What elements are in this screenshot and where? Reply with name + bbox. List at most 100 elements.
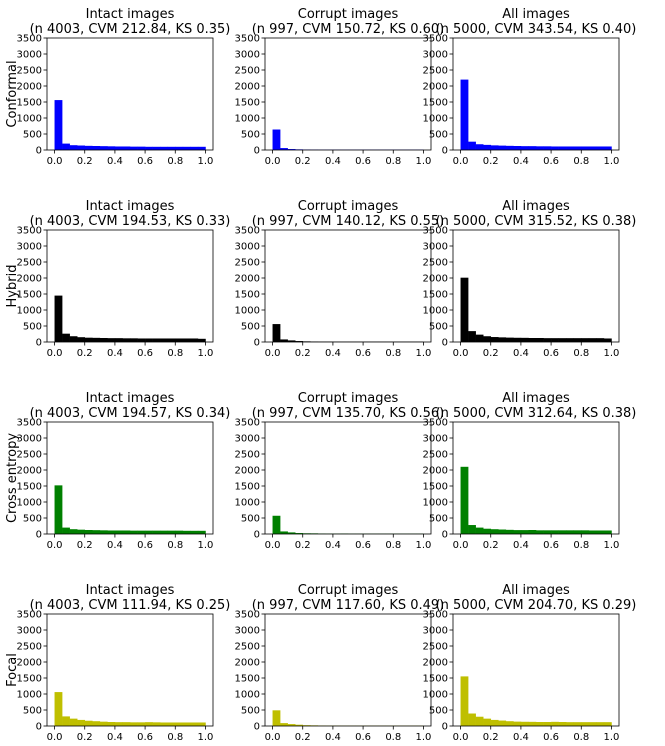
y-tick-label: 2500 [17, 258, 42, 269]
histogram-bar [54, 100, 63, 150]
y-tick-label: 0 [36, 338, 42, 349]
y-tick-label: 1000 [17, 690, 42, 701]
y-tick-label: 500 [23, 130, 42, 141]
histogram-bar [295, 341, 304, 342]
histogram-bar [272, 515, 281, 534]
histogram-bar [528, 530, 537, 534]
y-tick-label: 2000 [17, 466, 42, 477]
histogram-bar [92, 337, 101, 342]
x-tick-label: 0.4 [325, 348, 341, 359]
histogram-bar [573, 722, 582, 726]
histogram-bar [122, 530, 131, 534]
x-tick-label: 0.2 [483, 348, 499, 359]
histogram-bar [272, 324, 281, 342]
y-tick-label: 500 [241, 322, 260, 333]
histogram-bar [137, 338, 146, 342]
histogram-bar [483, 528, 492, 534]
y-tick-label: 1500 [235, 674, 260, 685]
x-tick-label: 0.4 [513, 540, 529, 551]
histogram-bar [520, 337, 529, 342]
histogram-bar [468, 141, 476, 150]
histogram-bar [167, 146, 176, 150]
histogram-bar [152, 338, 161, 342]
y-tick-label: 0 [442, 338, 448, 349]
axes-frame [452, 37, 620, 151]
histogram-bar [581, 338, 590, 342]
y-tick-label: 500 [429, 130, 448, 141]
histogram-bar [145, 722, 153, 726]
y-tick-label: 3500 [17, 610, 42, 621]
y-tick-label: 2000 [423, 274, 448, 285]
histogram-bar [152, 146, 161, 150]
x-tick-label: 0.8 [573, 348, 589, 359]
histogram-bar [498, 529, 507, 534]
y-tick-label: 500 [23, 706, 42, 717]
histogram-bar [566, 722, 575, 726]
y-tick-label: 3500 [17, 226, 42, 237]
histogram-bar [588, 530, 597, 534]
y-tick-label: 0 [36, 530, 42, 541]
histogram-bar [498, 337, 507, 342]
y-tick-label: 1500 [17, 674, 42, 685]
y-tick-label: 3500 [235, 418, 260, 429]
histogram-bar [573, 146, 582, 150]
y-tick-label: 3500 [17, 418, 42, 429]
x-tick-label: 0.8 [573, 540, 589, 551]
x-tick-label: 0.2 [483, 156, 499, 167]
y-tick-label: 2500 [423, 258, 448, 269]
y-tick-label: 2000 [423, 658, 448, 669]
x-tick-label: 0.0 [265, 348, 281, 359]
histogram-bar [175, 146, 184, 150]
y-tick-label: 1000 [423, 306, 448, 317]
histogram-bar [145, 338, 153, 342]
histogram-bar [145, 530, 153, 534]
y-tick-label: 500 [241, 514, 260, 525]
x-tick-label: 0.2 [295, 348, 311, 359]
x-tick-label: 0.8 [385, 732, 401, 743]
y-tick-label: 2500 [423, 642, 448, 653]
y-tick-label: 3500 [235, 226, 260, 237]
x-tick-label: 0.0 [47, 156, 63, 167]
subplot-stats: (n 5000, CVM 204.70, KS 0.29) [436, 598, 637, 613]
y-tick-label: 3000 [235, 434, 260, 445]
x-tick-label: 0.2 [77, 540, 93, 551]
histogram-bar [551, 530, 559, 534]
histogram-bar [581, 530, 590, 534]
y-tick-label: 0 [36, 722, 42, 733]
y-tick-label: 3500 [235, 34, 260, 45]
x-tick-label: 0.8 [573, 156, 589, 167]
y-tick-label: 1000 [423, 498, 448, 509]
histogram-bar [528, 721, 537, 726]
subplot: 0 500 1000 1500 2000 2500 3000 3500 0.0 0.2 0.4 0.6… [235, 583, 445, 743]
y-tick-label: 500 [241, 706, 260, 717]
y-tick-label: 2000 [17, 274, 42, 285]
histogram-bar [62, 527, 70, 534]
y-tick-label: 2500 [235, 642, 260, 653]
histogram-bar [287, 532, 296, 534]
subplot: 0 500 1000 1500 2000 2500 3000 3500 0.0 0.2 0.4 0.6… [5, 583, 230, 743]
x-tick-label: 1.0 [198, 732, 214, 743]
x-tick-label: 0.6 [137, 348, 153, 359]
y-tick-label: 1500 [17, 98, 42, 109]
x-tick-label: 0.6 [355, 732, 371, 743]
histogram-bar [182, 722, 191, 726]
x-tick-label: 0.2 [77, 348, 93, 359]
histogram-bar [145, 146, 153, 150]
subplot-stats: (n 997, CVM 140.12, KS 0.55) [252, 214, 445, 229]
x-tick-label: 0.0 [47, 348, 63, 359]
histogram-bar [114, 722, 123, 726]
histogram-bar [137, 146, 146, 150]
histogram-bar [130, 146, 138, 150]
x-tick-label: 1.0 [198, 540, 214, 551]
y-tick-label: 1500 [235, 482, 260, 493]
histogram-bar [468, 525, 476, 534]
histogram-bar [468, 713, 476, 726]
x-tick-label: 0.2 [77, 156, 93, 167]
histogram-bar [603, 530, 612, 534]
histogram-bar [551, 721, 559, 726]
y-tick-label: 2000 [423, 466, 448, 477]
y-tick-label: 0 [442, 530, 448, 541]
histogram-bar [558, 146, 567, 150]
y-tick-label: 3000 [423, 434, 448, 445]
histogram-bar [137, 530, 146, 534]
